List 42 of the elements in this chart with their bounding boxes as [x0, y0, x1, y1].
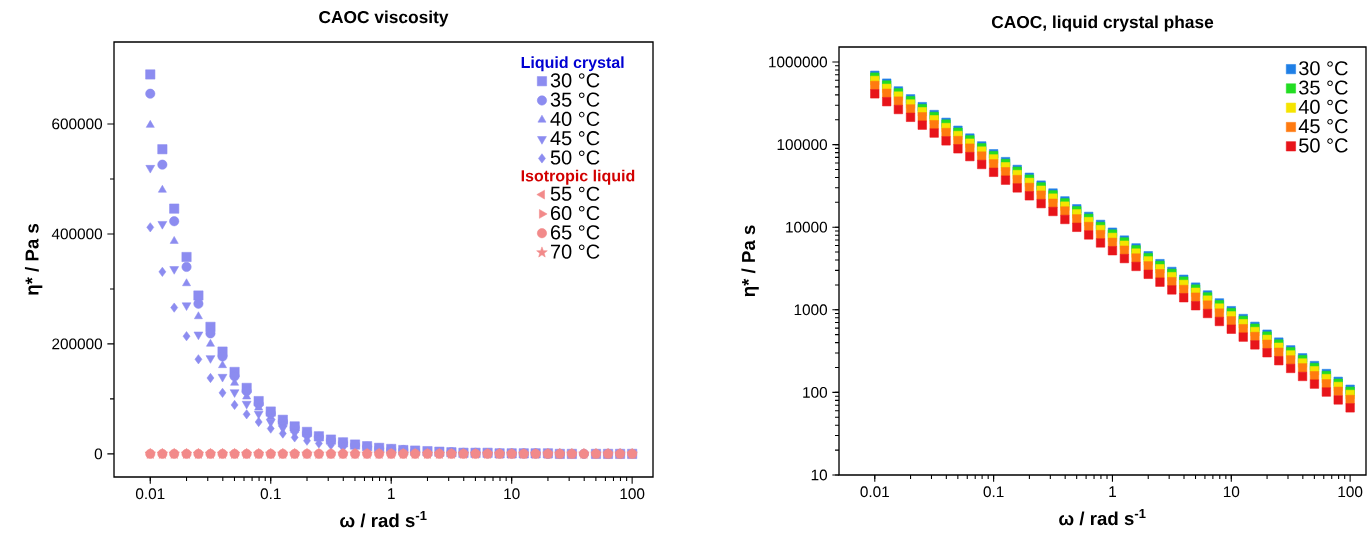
y-tick-label: 10000	[786, 221, 828, 233]
y-tick-label: 1000000	[769, 56, 828, 68]
legend-label: 45 °C	[550, 131, 600, 146]
x-tick-label: 100	[1338, 486, 1363, 498]
y-tick-label: 100000	[777, 139, 828, 151]
legend-label: 35 °C	[550, 92, 600, 107]
y-axis-title: η* / Pa s	[24, 223, 43, 295]
y-tick-label: 100	[803, 386, 828, 398]
legend-label: 55 °C	[550, 186, 600, 201]
x-axis-title: ω / rad s$^{-1}$	[340, 511, 427, 528]
legend-label: 35 °C	[1299, 80, 1348, 95]
chart-title: CAOC viscosity	[319, 10, 449, 27]
x-tick-label: 1	[1109, 486, 1116, 497]
x-tick-label: 0.1	[260, 488, 281, 500]
annotation: Isotropic liquid	[521, 169, 635, 185]
y-tick-label: 0	[94, 448, 103, 460]
x-tick-label: 10	[1223, 486, 1240, 498]
chart-title: CAOC, liquid crystal phase	[991, 15, 1214, 32]
legend-label: 65 °C	[550, 225, 600, 240]
y-tick-label: 10	[811, 469, 828, 481]
x-tick-label: 0.1	[983, 486, 1004, 498]
legend-label: 30 °C	[550, 73, 600, 88]
annotation: Liquid crystal	[521, 56, 624, 72]
legend-label: 50 °C	[550, 150, 600, 165]
y-tick-label: 200000	[52, 338, 103, 350]
legend-label: 60 °C	[550, 205, 600, 221]
legend-label: 40 °C	[1298, 99, 1348, 114]
legend-label: 45 °C	[1298, 119, 1348, 134]
legend-label: 40 °C	[550, 111, 600, 126]
y-tick-label: 1000	[794, 304, 828, 316]
y-tick-label: 600000	[52, 118, 103, 130]
x-axis-title: ω / rad s$^{-1}$	[1059, 509, 1146, 526]
y-tick-label: 400000	[51, 228, 103, 240]
x-tick-label: 0.01	[860, 486, 889, 498]
x-tick-label: 1	[388, 488, 395, 499]
legend-label: 70 °C	[550, 244, 600, 259]
y-axis-title: η* / Pa s	[741, 225, 759, 297]
x-tick-label: 10	[504, 488, 520, 500]
x-tick-label: 100	[620, 488, 645, 500]
legend-label: 50 °C	[1299, 138, 1348, 153]
legend-label: 30 °C	[1299, 61, 1348, 76]
x-tick-label: 0.01	[135, 488, 165, 500]
